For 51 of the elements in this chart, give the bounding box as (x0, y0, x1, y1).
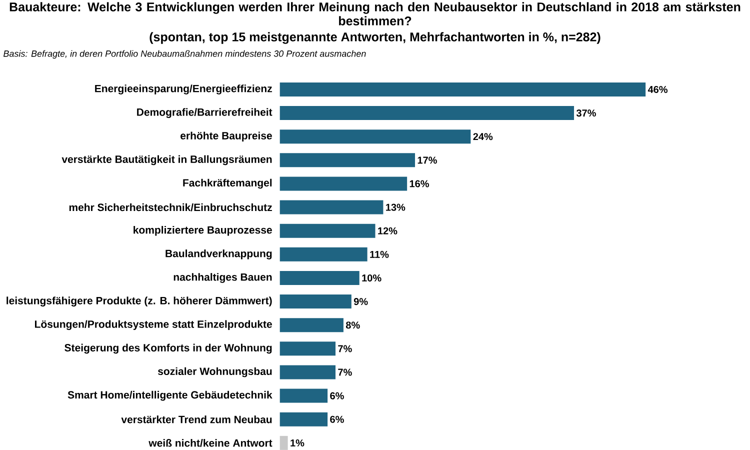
data-label: 6% (330, 392, 344, 400)
chart-title: Bauakteure: Welche 3 Entwicklungen werden Ihrer Meinung nach den Neubausektor in Deutschland in 2018 am stärksten bestimmen? (10, 2, 740, 26)
data-label: 13% (386, 204, 406, 211)
y-tick-label: Fachkräftemangel (183, 178, 272, 189)
chart-subtitle: (spontan, top 15 meistgenannte Antworten, Mehrfachantworten in %, n=282) (150, 32, 600, 44)
data-label: 7% (338, 345, 352, 352)
y-tick-label: Lösungen/Produktsysteme statt Einzelprodukte (35, 320, 272, 330)
data-label: 37% (576, 109, 596, 117)
data-label: 7% (338, 368, 352, 376)
data-label: 16% (410, 180, 430, 188)
data-label: 24% (473, 133, 493, 140)
bar (280, 270, 360, 285)
data-label: 10% (362, 274, 382, 282)
y-tick-label: Steigerung des Komforts in der Wohnung (64, 344, 272, 354)
bar (280, 318, 344, 332)
data-label: 6% (330, 416, 344, 423)
data-label: 11% (370, 250, 389, 258)
data-label: 46% (648, 86, 668, 94)
y-tick-label: nachhaltiges Bauen (174, 273, 272, 283)
data-label: 9% (354, 298, 368, 306)
bar (280, 106, 574, 120)
bar (280, 153, 416, 168)
data-label: 12% (378, 227, 398, 234)
bar (280, 412, 328, 426)
bar (280, 294, 352, 309)
bar (280, 200, 384, 214)
data-label: 17% (418, 156, 437, 164)
bar (280, 436, 288, 450)
y-tick-label: mehr Sicherheitstechnik/Einbruchschutz (69, 203, 272, 212)
data-label: 8% (346, 322, 360, 329)
bar (280, 130, 471, 144)
bar (280, 224, 376, 238)
y-tick-label: verstärkte Bautätigkeit in Ballungsräumen (62, 155, 272, 166)
data-label: 1% (290, 439, 304, 446)
bar (280, 342, 336, 356)
y-tick-label: Smart Home/intelligente Gebäudetechnik (68, 390, 272, 401)
y-tick-label: Energieeinsparung/Energieeffizienz (95, 84, 272, 94)
y-tick-label: sozialer Wohnungsbau (158, 367, 272, 378)
y-tick-label: leistungsfähigere Produkte (z. B. höherer Dämmwert) (6, 296, 272, 306)
bar (280, 365, 336, 380)
y-tick-label: Demografie/Barrierefreiheit (137, 108, 272, 118)
y-tick-label: Baulandverknappung (166, 250, 272, 260)
text: Basis: Befragte, in deren Portfolio Neubaumaßnahmen mindestens 30 Prozent ausmachen (3, 50, 366, 59)
y-tick-label: weiß nicht/keine Antwort (148, 439, 272, 447)
y-tick-label: erhöhte Baupreise (180, 132, 272, 142)
bar (280, 388, 328, 403)
bar (280, 247, 368, 262)
bar (280, 82, 646, 96)
bar (280, 176, 408, 191)
y-tick-label: kompliziertere Bauprozesse (134, 226, 272, 236)
y-tick-label: verstärkter Trend zum Neubau (121, 416, 272, 424)
